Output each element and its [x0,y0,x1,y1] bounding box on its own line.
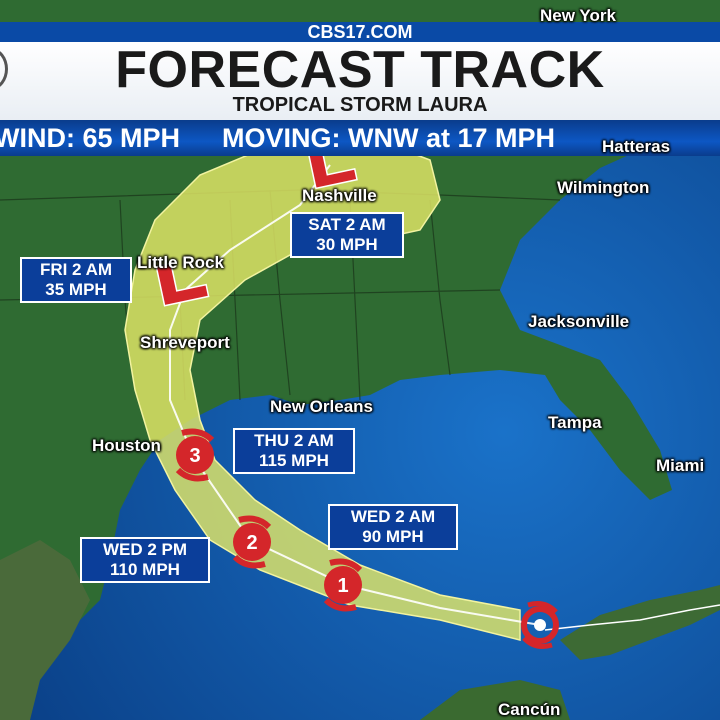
forecast-cone [124,139,521,641]
forecast-box-wed-pm: WED 2 PM 110 MPH [80,537,210,583]
storm-info-bar: WIND: 65 MPH MOVING: WNW at 17 MPH [0,120,720,156]
city-miami: Miami [656,456,705,475]
forecast-box-wed-am: WED 2 AM 90 MPH [328,504,458,550]
forecast-time: THU 2 AM [254,431,334,450]
city-houston: Houston [92,436,161,455]
mexico-landmass [0,540,90,720]
forecast-box-thu: THU 2 AM 115 MPH [233,428,355,474]
forecast-speed: 110 MPH [110,560,180,579]
city-hatteras: Hatteras [602,137,671,156]
forecast-time: WED 2 AM [350,507,436,526]
brand-label: CBS17.COM [307,22,413,42]
storm-cat1-number: 1 [337,575,348,597]
city-wilmington: Wilmington [557,178,650,197]
cuba-landmass [560,585,720,660]
city-cancun: Cancún [498,700,561,719]
header-title-bar: FORECAST TRACK TROPICAL STORM LAURA [0,42,720,120]
forecast-time: SAT 2 AM [308,215,386,234]
storm-marker-cat2: 2 [232,515,272,569]
storm-cat3-number: 3 [189,445,200,467]
forecast-speed: 35 MPH [45,280,107,299]
forecast-speed: 115 MPH [259,451,329,470]
city-little-rock: Little Rock [137,253,224,272]
city-jacksonville: Jacksonville [528,312,630,331]
storm-marker-current [521,601,559,649]
forecast-time: WED 2 PM [102,540,188,559]
forecast-time: FRI 2 AM [39,260,113,279]
forecast-speed: 90 MPH [362,527,424,546]
city-tampa: Tampa [548,413,602,432]
page-title: FORECAST TRACK [115,41,605,99]
city-new-york: New York [540,6,616,25]
city-new-orleans: New Orleans [270,397,373,416]
storm-cat2-number: 2 [246,532,257,554]
city-shreveport: Shreveport [140,333,230,352]
movement: MOVING: WNW at 17 MPH [222,123,556,153]
yucatan-landmass [420,680,570,720]
future-track-line [544,604,720,631]
center-track-line [169,164,541,626]
header-brand-bar: CBS17.COM [0,22,720,42]
city-nashville: Nashville [302,186,377,205]
forecast-box-sat: SAT 2 AM 30 MPH [290,212,404,258]
storm-marker-cat3: 3 [175,428,215,482]
page-subtitle: TROPICAL STORM LAURA [232,94,488,116]
wind-speed: WIND: 65 MPH [0,123,181,153]
forecast-speed: 30 MPH [316,235,378,254]
low-marker-friday [155,262,210,307]
storm-marker-cat1: 1 [323,558,363,612]
forecast-box-fri: FRI 2 AM 35 MPH [20,257,132,303]
